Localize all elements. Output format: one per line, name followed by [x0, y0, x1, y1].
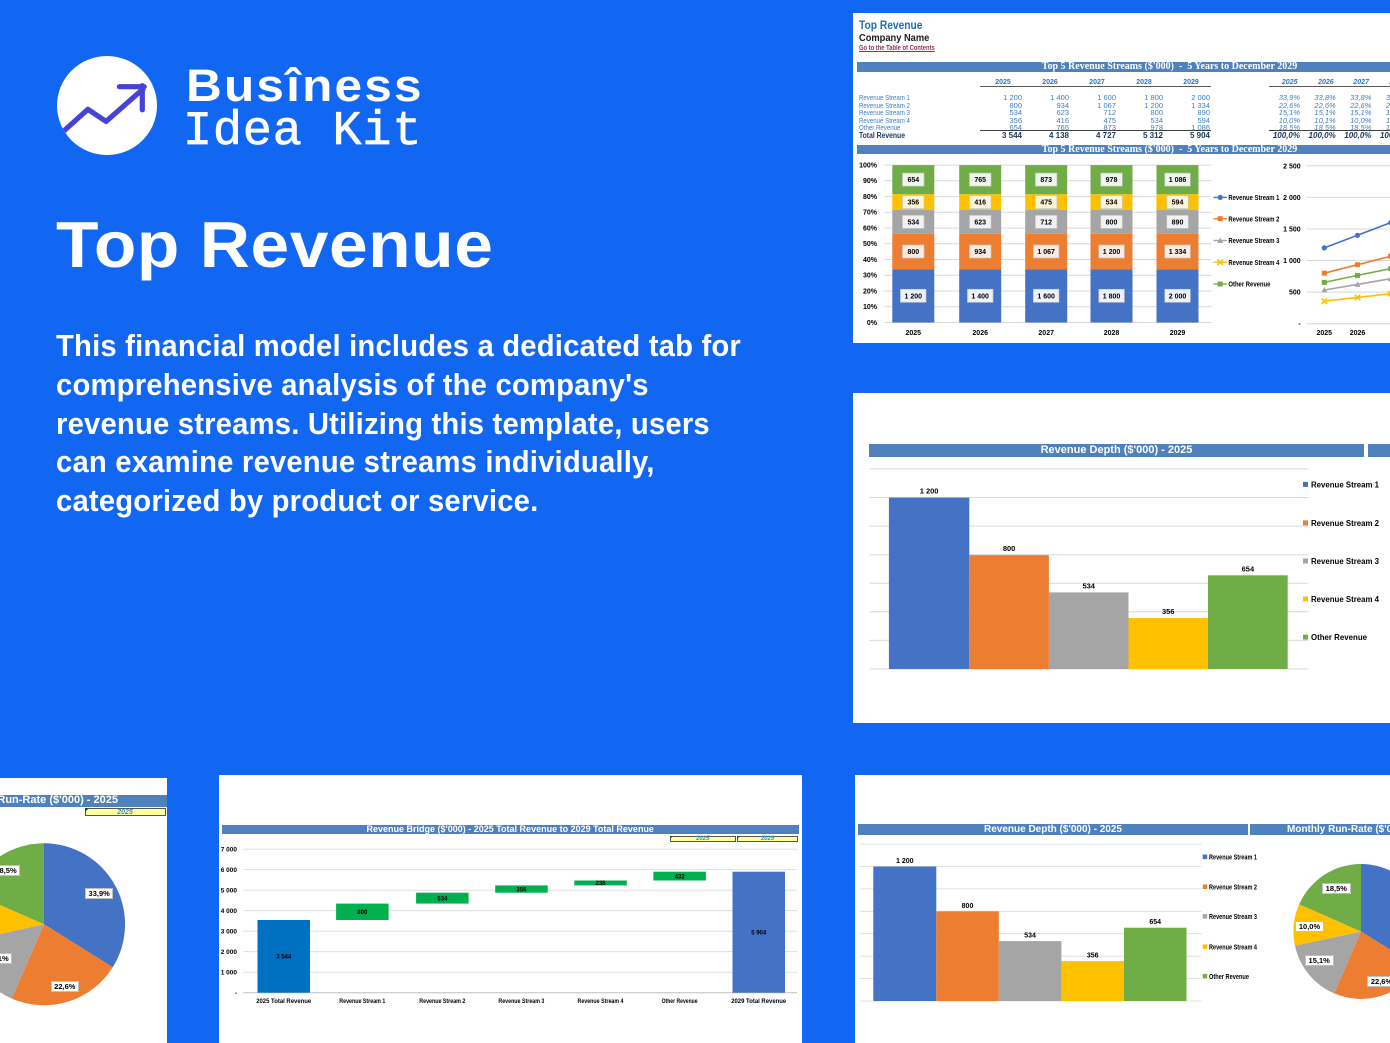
svg-text:2 000: 2 000: [221, 949, 238, 956]
svg-text:Revenue Stream 4: Revenue Stream 4: [578, 998, 624, 1005]
svg-text:Revenue Stream 3: Revenue Stream 3: [1228, 238, 1279, 245]
svg-text:0%: 0%: [867, 320, 878, 327]
svg-text:80%: 80%: [863, 194, 878, 201]
svg-text:Revenue Stream 2: Revenue Stream 2: [1228, 216, 1279, 223]
svg-text:873: 873: [1040, 177, 1052, 184]
svg-text:7 000: 7 000: [221, 846, 238, 853]
svg-text:Revenue Stream 2: Revenue Stream 2: [1311, 519, 1380, 528]
svg-text:534: 534: [1024, 933, 1036, 940]
svg-text:934: 934: [974, 249, 986, 256]
svg-text:2 000: 2 000: [1169, 293, 1187, 300]
svg-text:500: 500: [1289, 290, 1301, 297]
svg-text:70%: 70%: [863, 210, 878, 217]
svg-text:1 200: 1 200: [920, 487, 939, 496]
svg-text:2029 Total Revenue: 2029 Total Revenue: [731, 998, 786, 1005]
svg-text:2025 Total Revenue: 2025 Total Revenue: [256, 998, 311, 1005]
svg-text:2029: 2029: [1170, 330, 1186, 337]
svg-text:1 800: 1 800: [1103, 293, 1121, 300]
svg-text:3 000: 3 000: [221, 928, 238, 935]
svg-text:2026: 2026: [972, 330, 988, 337]
svg-text:2 000: 2 000: [1283, 195, 1301, 202]
svg-text:534: 534: [1106, 200, 1118, 207]
svg-text:3 544: 3 544: [276, 955, 292, 961]
svg-text:2 500: 2 500: [1283, 163, 1301, 170]
svg-text:1 086: 1 086: [1169, 177, 1187, 184]
svg-text:Revenue Stream 2: Revenue Stream 2: [1209, 883, 1257, 892]
svg-text:Revenue Stream 3: Revenue Stream 3: [1311, 557, 1380, 566]
svg-text:1 500: 1 500: [1283, 227, 1301, 234]
svg-text:356: 356: [1087, 953, 1099, 960]
svg-text:2027: 2027: [1038, 330, 1054, 337]
svg-text:Revenue Stream 2: Revenue Stream 2: [419, 998, 465, 1005]
svg-text:432: 432: [675, 874, 686, 880]
svg-text:800: 800: [1106, 220, 1118, 227]
svg-text:654: 654: [1149, 919, 1161, 926]
svg-text:356: 356: [907, 200, 919, 207]
svg-text:800: 800: [357, 910, 368, 916]
svg-text:534: 534: [907, 220, 919, 227]
svg-text:-: -: [1298, 321, 1301, 328]
svg-text:2025: 2025: [906, 330, 922, 337]
svg-text:356: 356: [516, 887, 527, 893]
svg-text:Other Revenue: Other Revenue: [1228, 282, 1270, 289]
svg-text:Revenue Stream 3: Revenue Stream 3: [1209, 912, 1257, 921]
svg-text:Revenue Stream 1: Revenue Stream 1: [1228, 195, 1279, 202]
svg-text:765: 765: [974, 177, 986, 184]
svg-text:Revenue Stream 1: Revenue Stream 1: [339, 998, 385, 1005]
svg-text:5 000: 5 000: [221, 887, 238, 894]
svg-text:800: 800: [907, 249, 919, 256]
svg-text:Revenue Stream 1: Revenue Stream 1: [1209, 853, 1257, 862]
svg-text:4 000: 4 000: [221, 908, 238, 915]
svg-text:1 200: 1 200: [905, 293, 923, 300]
svg-text:534: 534: [1082, 581, 1095, 590]
svg-text:100%: 100%: [859, 162, 878, 169]
svg-text:90%: 90%: [863, 178, 878, 185]
svg-text:10%: 10%: [863, 304, 878, 311]
svg-text:20%: 20%: [863, 288, 878, 295]
svg-text:623: 623: [974, 220, 986, 227]
svg-text:Revenue Stream 4: Revenue Stream 4: [1311, 595, 1380, 604]
svg-text:1 067: 1 067: [1037, 249, 1055, 256]
svg-text:534: 534: [437, 896, 448, 902]
svg-text:1 000: 1 000: [1283, 258, 1301, 265]
svg-text:238: 238: [595, 881, 606, 887]
svg-text:2028: 2028: [1104, 330, 1120, 337]
svg-text:Other Revenue: Other Revenue: [1311, 633, 1368, 642]
svg-text:594: 594: [1172, 200, 1184, 207]
svg-text:60%: 60%: [863, 225, 878, 232]
svg-text:356: 356: [1162, 607, 1175, 616]
svg-text:1 200: 1 200: [896, 858, 914, 865]
svg-text:-: -: [235, 990, 237, 997]
svg-text:1 200: 1 200: [1103, 249, 1121, 256]
svg-text:Other Revenue: Other Revenue: [1209, 972, 1249, 981]
svg-text:40%: 40%: [863, 257, 878, 264]
svg-text:2025: 2025: [1317, 330, 1333, 337]
svg-text:800: 800: [962, 903, 974, 910]
svg-text:2026: 2026: [1350, 330, 1366, 337]
svg-text:1 600: 1 600: [1037, 293, 1055, 300]
svg-text:1 000: 1 000: [221, 969, 238, 976]
svg-text:712: 712: [1040, 220, 1052, 227]
svg-text:978: 978: [1106, 177, 1118, 184]
svg-text:50%: 50%: [863, 241, 878, 248]
svg-text:5 904: 5 904: [751, 930, 767, 936]
svg-text:654: 654: [1242, 564, 1255, 573]
svg-text:30%: 30%: [863, 273, 878, 280]
svg-text:Other Revenue: Other Revenue: [662, 998, 698, 1005]
svg-text:Revenue Stream 4: Revenue Stream 4: [1228, 260, 1279, 267]
svg-text:654: 654: [907, 177, 919, 184]
svg-text:800: 800: [1003, 544, 1016, 553]
svg-text:475: 475: [1040, 200, 1052, 207]
svg-text:Revenue Stream 1: Revenue Stream 1: [1311, 480, 1380, 489]
svg-text:6 000: 6 000: [221, 867, 238, 874]
svg-text:Revenue Stream 4: Revenue Stream 4: [1209, 942, 1258, 951]
svg-text:1 334: 1 334: [1169, 249, 1187, 256]
svg-text:890: 890: [1172, 220, 1184, 227]
svg-text:416: 416: [974, 200, 986, 207]
svg-text:Revenue Stream 3: Revenue Stream 3: [498, 998, 544, 1005]
svg-text:1 400: 1 400: [971, 293, 989, 300]
